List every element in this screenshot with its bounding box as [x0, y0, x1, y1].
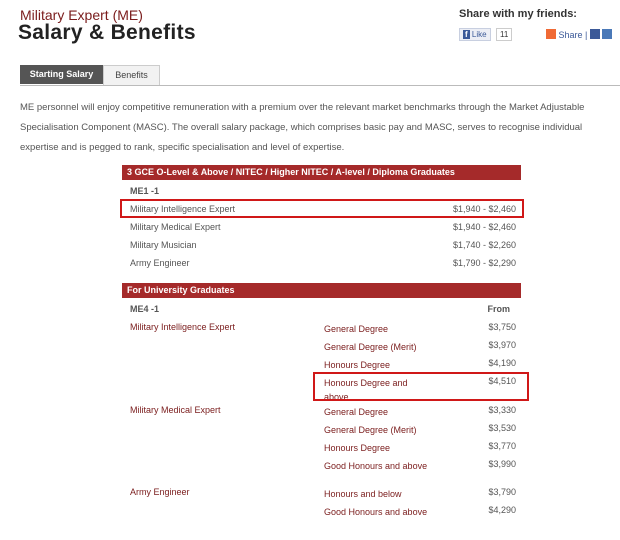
job-name: Military Medical Expert	[130, 222, 221, 232]
share-button-label: Share	[558, 30, 583, 40]
facebook-icon[interactable]	[589, 29, 600, 39]
salary-range: $1,790 - $2,290	[452, 258, 516, 268]
degree-type: Good Honours and above	[324, 461, 428, 471]
tab-bar: Starting Salary Benefits	[20, 65, 620, 86]
salary-range: $1,940 - $2,460	[452, 222, 516, 232]
intro-paragraph: ME personnel will enjoy competitive remu…	[20, 102, 585, 153]
starting-salary: $4,290	[488, 505, 516, 515]
salary-range: $1,940 - $2,460	[452, 204, 516, 214]
diploma-section-header: 3 GCE O-Level & Above / NITEC / Higher N…	[122, 165, 521, 180]
starting-salary: $3,990	[488, 459, 516, 469]
plus-icon	[546, 29, 556, 39]
starting-salary: $3,770	[488, 441, 516, 451]
highlight-box	[120, 199, 524, 218]
starting-salary: $3,750	[488, 322, 516, 332]
degree-type: Honours Degree	[324, 443, 391, 453]
degree-type: Good Honours and above	[324, 507, 428, 517]
job-name: Army Engineer	[130, 487, 190, 497]
degree-type: General Degree (Merit)	[324, 425, 417, 435]
degree-type: General Degree	[324, 407, 389, 417]
starting-salary: $3,790	[488, 487, 516, 497]
highlight-box	[313, 372, 529, 401]
social-icon[interactable]	[602, 29, 613, 39]
university-section-header: For University Graduates	[122, 283, 521, 298]
page-title: Salary & Benefits	[18, 21, 196, 44]
from-column-header: From	[487, 304, 511, 314]
starting-salary: $4,190	[488, 358, 516, 368]
diploma-rank: ME1 -1	[130, 186, 160, 196]
degree-type: Honours Degree	[324, 360, 391, 370]
facebook-like-button[interactable]: f Like	[459, 28, 491, 41]
degree-type: General Degree (Merit)	[324, 342, 417, 352]
salary-range: $1,740 - $2,260	[452, 240, 516, 250]
degree-type: Honours and below	[324, 489, 402, 499]
job-name: Military Medical Expert	[130, 405, 221, 415]
university-rank: ME4 -1	[130, 304, 160, 314]
like-label: Like	[471, 30, 487, 39]
job-name: Military Intelligence Expert	[130, 322, 236, 332]
tab-benefits[interactable]: Benefits	[103, 65, 160, 85]
starting-salary: $3,530	[488, 423, 516, 433]
starting-salary: $3,970	[488, 340, 516, 350]
share-button[interactable]: Share |	[546, 29, 613, 40]
degree-type: Honours Degree and above	[324, 378, 408, 402]
like-count: 11	[496, 28, 513, 41]
tab-starting-salary[interactable]: Starting Salary	[20, 65, 103, 84]
job-name: Military Musician	[130, 240, 197, 250]
degree-type: General Degree	[324, 324, 389, 334]
page-kicker: Military Expert (ME)	[20, 7, 143, 23]
job-name: Army Engineer	[130, 258, 190, 268]
starting-salary: $3,330	[488, 405, 516, 415]
share-label: Share with my friends:	[459, 8, 577, 20]
facebook-icon: f	[463, 30, 470, 39]
job-name: Military Intelligence Expert	[130, 204, 236, 214]
starting-salary: $4,510	[488, 376, 516, 386]
